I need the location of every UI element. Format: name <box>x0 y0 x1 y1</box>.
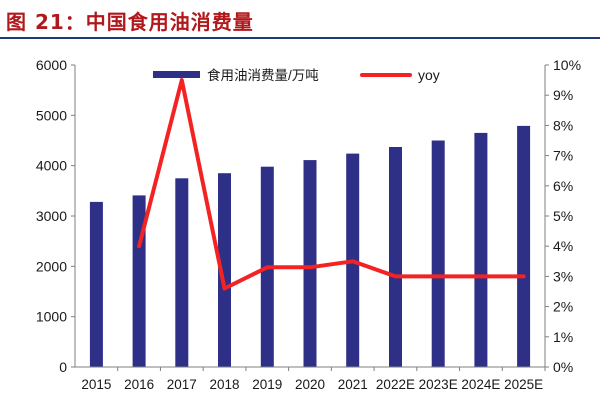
x-tick-label: 2025E <box>504 377 543 392</box>
right-tick-label: 1% <box>553 329 573 345</box>
bar-2024E <box>474 132 488 367</box>
x-tick-label: 2021 <box>338 377 368 392</box>
x-tick-label: 2018 <box>210 377 240 392</box>
x-tick-label: 2020 <box>295 377 325 392</box>
figure-title: 图 21：中国食用油消费量 <box>6 10 254 34</box>
right-tick-label: 4% <box>553 238 573 254</box>
legend-bar-label: 食用油消费量/万吨 <box>207 67 319 83</box>
x-tick-label: 2019 <box>252 377 282 392</box>
right-tick-label: 5% <box>553 208 573 224</box>
x-tick-label: 2023E <box>419 377 458 392</box>
x-axis-ticks: 2015 2016 2017 2018 2019 2020 2021 2022E 2023E 20… <box>81 367 546 392</box>
legend: 食用油消费量/万吨 yoy <box>153 67 440 83</box>
left-axis-ticks: 0 1000 2000 3000 4000 5000 6000 <box>36 57 75 375</box>
right-tick-label: 10% <box>553 57 581 73</box>
bar-series <box>89 125 531 368</box>
right-tick-label: 8% <box>553 117 573 133</box>
legend-bar-swatch <box>153 71 200 78</box>
right-tick-label: 9% <box>553 87 573 103</box>
consumption-chart: 0 1000 2000 3000 4000 5000 6000 0% 1% 2% 3% 4% 5% 6%… <box>36 57 581 392</box>
bar-2017 <box>175 178 189 368</box>
legend-line-label: yoy <box>418 67 440 83</box>
x-tick-label: 2015 <box>81 377 111 392</box>
right-tick-label: 6% <box>553 178 573 194</box>
right-axis-ticks: 0% 1% 2% 3% 4% 5% 6% 7% 8% 9% 10% <box>545 57 581 375</box>
title-divider <box>0 37 600 39</box>
right-tick-label: 3% <box>553 268 573 284</box>
bar-2020 <box>303 160 317 367</box>
x-tick-label: 2022E <box>376 377 415 392</box>
left-tick-label: 4000 <box>36 158 67 174</box>
right-tick-label: 2% <box>553 299 573 315</box>
x-tick-label: 2017 <box>167 377 197 392</box>
right-tick-label: 7% <box>553 148 573 164</box>
left-tick-label: 1000 <box>36 309 67 325</box>
bar-2023E <box>431 140 445 367</box>
bar-2015 <box>89 201 103 367</box>
left-tick-label: 5000 <box>36 107 67 123</box>
figure-header: 图 21：中国食用油消费量 <box>0 0 600 40</box>
x-tick-label: 2016 <box>124 377 154 392</box>
left-tick-label: 6000 <box>36 57 67 73</box>
left-tick-label: 0 <box>59 359 67 375</box>
left-tick-label: 3000 <box>36 208 67 224</box>
x-tick-label: 2024E <box>461 377 500 392</box>
yoy-line-series <box>137 78 526 291</box>
left-tick-label: 2000 <box>36 258 67 274</box>
bar-2025E <box>517 125 531 368</box>
yoy-line <box>137 78 526 291</box>
right-tick-label: 0% <box>553 359 573 375</box>
bar-2022E <box>389 147 402 367</box>
bar-2018 <box>218 173 231 367</box>
